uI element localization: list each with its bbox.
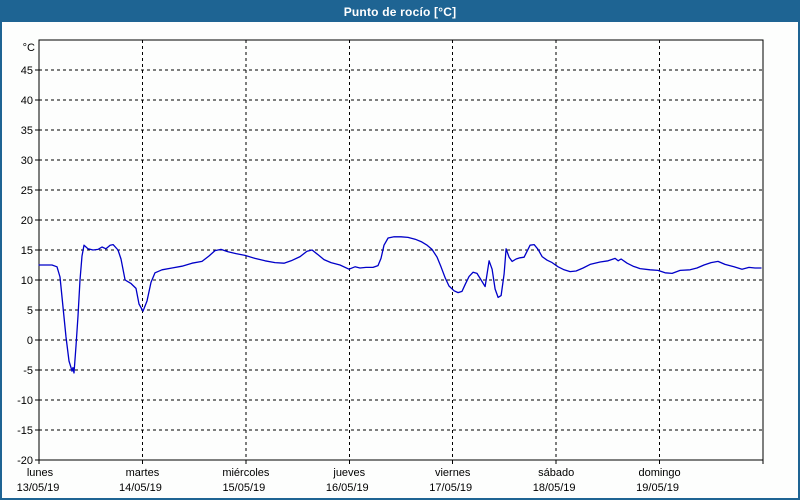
y-tick-label: 35: [21, 125, 33, 137]
y-tick-label: 5: [27, 305, 33, 317]
y-tick-label: 20: [21, 215, 33, 227]
x-date-label: 14/05/19: [119, 482, 162, 494]
x-date-label: 15/05/19: [222, 482, 265, 494]
dewpoint-series-line: [38, 236, 762, 374]
y-tick-label: 15: [21, 245, 33, 257]
y-tick-label: -20: [17, 455, 33, 467]
x-date-label: 18/05/19: [533, 482, 576, 494]
chart-title-bar: Punto de rocío [°C]: [2, 2, 798, 22]
y-tick-label: 25: [21, 185, 33, 197]
y-tick-label: 45: [21, 65, 33, 77]
x-date-label: 19/05/19: [636, 482, 679, 494]
x-date-label: 17/05/19: [429, 482, 472, 494]
y-axis-unit-label: °C: [23, 42, 35, 54]
chart-title: Punto de rocío [°C]: [343, 5, 457, 19]
x-day-label: domingo: [638, 467, 680, 479]
y-tick-label: -15: [17, 425, 33, 437]
x-date-label: 13/05/19: [17, 482, 60, 494]
chart-canvas: -20 -15 -10 -5 0 5 10 15 20 25 30 35 40 45 °C lunes 13/0…: [17, 39, 764, 494]
x-day-label: jueves: [332, 467, 365, 479]
chart-area: -20 -15 -10 -5 0 5 10 15 20 25 30 35 40 45 °C lunes 13/0…: [2, 22, 798, 498]
y-tick-label: 10: [21, 275, 33, 287]
y-tick-label: 0: [27, 335, 33, 347]
x-day-label: miércoles: [222, 467, 270, 479]
x-day-label: martes: [126, 467, 160, 479]
y-tick-label: -5: [23, 365, 33, 377]
y-tick-label: 30: [21, 155, 33, 167]
x-day-label: sábado: [538, 467, 574, 479]
y-tick-label: -10: [17, 395, 33, 407]
x-day-label: lunes: [27, 467, 54, 479]
y-tick-label: 40: [21, 95, 33, 107]
plot-border: [38, 39, 764, 461]
x-day-label: viernes: [435, 467, 471, 479]
x-date-label: 16/05/19: [326, 482, 369, 494]
